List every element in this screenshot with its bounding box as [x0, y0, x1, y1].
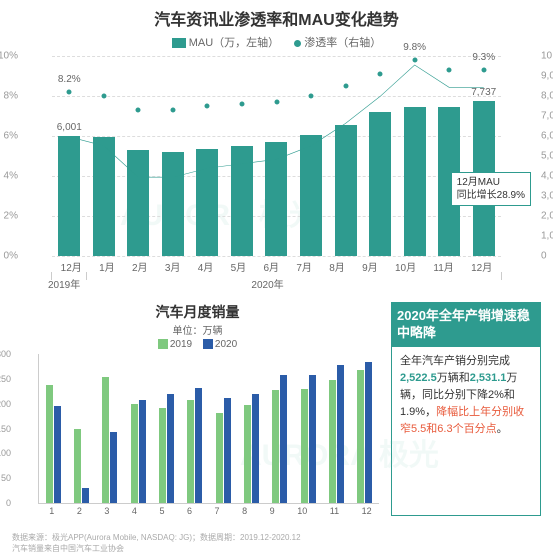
year-2020: 2020年 — [251, 276, 283, 291]
bars2-7 — [216, 398, 231, 504]
bar1-7 — [300, 135, 322, 256]
bar1-9 — [369, 112, 391, 256]
chart2-title: 汽车月度销量 — [12, 302, 383, 322]
bars2-3 — [102, 377, 117, 503]
legend-mau: MAU（万，左轴） — [189, 37, 279, 49]
bars2-12 — [357, 362, 372, 504]
legend-2020: 2020 — [215, 339, 237, 350]
chart1-callout: 12月MAU 同比增长28.9% — [451, 172, 531, 206]
bar1-6 — [265, 142, 287, 256]
bar1-4 — [196, 149, 218, 256]
bars2-4 — [131, 400, 146, 504]
bars2-1 — [46, 385, 61, 504]
year-2019: 2019年 — [48, 276, 80, 291]
legend-2019: 2019 — [170, 339, 192, 350]
chart2-xaxis: 123456789101112 — [38, 506, 383, 516]
bars2-8 — [244, 394, 259, 504]
chart1-plot: 10%8%6%4%2%0% 10,0009,0008,0007,0006,000… — [52, 56, 501, 256]
chart2-bars — [39, 354, 379, 503]
bar1-5 — [231, 146, 253, 256]
bar1-3 — [162, 152, 184, 256]
bars2-5 — [159, 394, 174, 504]
summary-sidebox: 2020年全年产销增速稳中略降 全年汽车产销分别完成2,522.5万辆和2,53… — [391, 302, 541, 516]
legend-rate: 渗透率（右轴） — [304, 37, 381, 49]
chart1-xaxis: 12月1月2月3月4月5月6月7月8月9月10月11月12月 — [52, 259, 501, 274]
bar1-0 — [58, 136, 80, 256]
chart-monthly-sales: 汽车月度销量 单位：万辆 2019 2020 30025020015010050… — [12, 302, 383, 516]
chart2-legend: 2019 2020 — [12, 339, 383, 350]
bars2-10 — [301, 375, 316, 504]
chart1-bars — [52, 56, 501, 256]
bar1-10 — [404, 107, 426, 256]
bar1-8 — [335, 125, 357, 256]
chart1-title: 汽车资讯业渗透率和MAU变化趋势 — [12, 6, 541, 30]
bars2-9 — [272, 375, 287, 504]
bar1-1 — [93, 137, 115, 256]
chart-mau-penetration: 汽车资讯业渗透率和MAU变化趋势 MAU（万，左轴） 渗透率（右轴） 10%8%… — [0, 0, 553, 300]
footer-source: 数据来源：极光APP(Aurora Mobile, NASDAQ: JG)；数据… — [12, 533, 301, 555]
sidebox-title: 2020年全年产销增速稳中略降 — [392, 303, 540, 347]
bars2-2 — [74, 429, 89, 503]
chart2-plot: 300250200150100500 — [38, 354, 379, 504]
bar1-2 — [127, 150, 149, 256]
bars2-6 — [187, 388, 202, 503]
chart2-unit: 单位：万辆 — [12, 322, 383, 337]
bars2-11 — [329, 365, 344, 504]
chart1-yearline: 2019年 2020年 — [52, 274, 501, 296]
chart1-legend: MAU（万，左轴） 渗透率（右轴） — [12, 34, 541, 50]
